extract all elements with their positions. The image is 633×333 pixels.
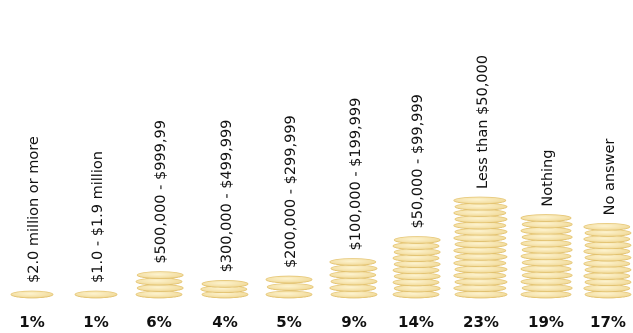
coin-face <box>454 215 508 224</box>
coin-face <box>330 290 378 299</box>
coin-face <box>521 220 573 229</box>
category-label: $2.0 million or more <box>26 136 42 283</box>
coin-face <box>520 290 572 299</box>
coin-face <box>329 271 377 279</box>
coin-stack-3 <box>135 271 184 299</box>
coin-face <box>265 275 313 284</box>
coin-face <box>520 226 572 235</box>
value-label: 9% <box>341 313 366 331</box>
coin-face <box>135 290 183 299</box>
coin-stack-8 <box>453 196 508 299</box>
coin-face <box>454 290 508 299</box>
category-label: $100,000 - $199,999 <box>348 98 364 251</box>
coin-face <box>136 284 184 292</box>
coin-face <box>10 290 54 299</box>
coin-face <box>454 278 508 286</box>
coin-face <box>520 265 572 273</box>
coin-face <box>453 234 507 242</box>
value-label: 4% <box>212 313 237 331</box>
coin-face <box>521 271 573 280</box>
coin-face <box>74 290 118 299</box>
coin-face <box>330 264 378 273</box>
category-label: $200,000 - $299,999 <box>283 115 299 268</box>
coin-face <box>135 277 183 286</box>
coin-face <box>453 221 507 230</box>
coin-face <box>454 202 508 211</box>
coin-face <box>521 258 573 267</box>
coin-face <box>453 259 507 267</box>
value-label: 1% <box>83 313 108 331</box>
value-label: 14% <box>398 313 434 331</box>
category-label: $1.0 - $1.9 million <box>90 151 106 283</box>
coin-stack-9 <box>520 214 573 299</box>
coin-face <box>521 284 573 292</box>
coin-face <box>136 271 184 279</box>
coin-face <box>329 284 377 292</box>
coin-stack-1 <box>10 290 54 299</box>
coin-stack-10 <box>583 222 632 299</box>
value-labels: 1% 1% 6% 4% 5% 9% 14% 23% 19% 17% <box>19 313 626 331</box>
value-label: 5% <box>276 313 301 331</box>
coin-face <box>521 233 573 241</box>
coin-face <box>453 196 507 205</box>
value-label: 17% <box>590 313 626 331</box>
category-label: Less than $50,000 <box>475 55 491 189</box>
value-label: 1% <box>19 313 44 331</box>
coin-stack-4 <box>200 280 249 299</box>
coin-face <box>453 209 507 217</box>
category-label: Nothing <box>540 150 556 207</box>
coin-face <box>521 246 573 254</box>
coin-face <box>520 239 572 248</box>
coin-face <box>201 280 249 288</box>
coin-stack-6 <box>329 258 378 299</box>
coin-face <box>453 246 507 255</box>
category-label: $500,000 - $999,99 <box>153 120 169 264</box>
coin-face <box>453 284 507 292</box>
coin-face <box>453 271 507 280</box>
coin-face <box>454 265 508 274</box>
coin-face <box>583 222 631 231</box>
coin-stack-5 <box>265 275 314 299</box>
coin-face <box>329 258 377 266</box>
value-label: 19% <box>528 313 564 331</box>
coin-face <box>520 252 572 260</box>
coin-face <box>454 227 508 236</box>
coin-stack-2 <box>74 290 118 299</box>
coin-face <box>520 277 572 286</box>
coin-stacks <box>10 196 632 299</box>
coin-face <box>265 290 313 299</box>
coin-face <box>520 214 572 222</box>
coin-face <box>454 252 508 261</box>
value-label: 23% <box>463 313 499 331</box>
coin-face <box>330 277 378 286</box>
category-labels: $2.0 million or more $1.0 - $1.9 million $… <box>26 55 618 283</box>
coin-stack-7 <box>392 236 441 299</box>
coin-face <box>393 236 441 244</box>
category-label: No answer <box>602 139 618 216</box>
coin-face <box>454 240 508 249</box>
category-label: $50,000 - $99,999 <box>410 94 426 228</box>
coin-face <box>266 283 314 291</box>
category-label: $300,000 - $499,999 <box>219 120 235 273</box>
value-label: 6% <box>146 313 171 331</box>
